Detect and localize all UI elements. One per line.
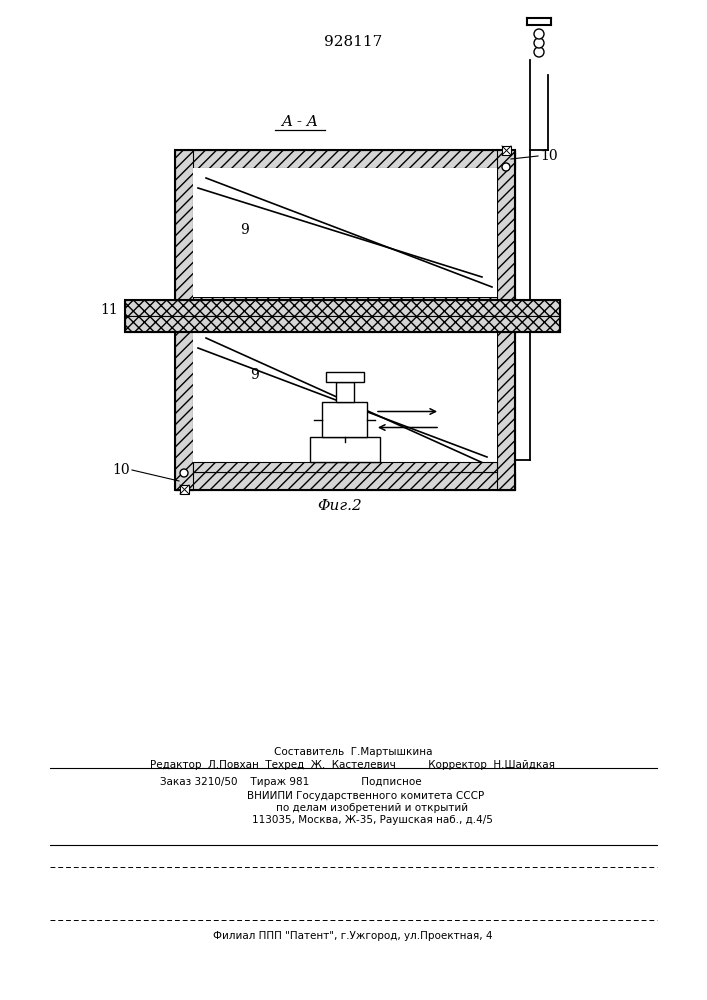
Bar — [322, 402, 368, 437]
Text: 10: 10 — [112, 463, 130, 477]
Bar — [125, 300, 560, 316]
Bar — [193, 462, 497, 472]
Circle shape — [534, 38, 544, 48]
Text: A - A: A - A — [281, 115, 318, 129]
Bar — [310, 437, 380, 462]
Text: Составитель  Г.Мартышкина: Составитель Г.Мартышкина — [274, 747, 432, 757]
Text: 928117: 928117 — [324, 35, 382, 49]
Circle shape — [534, 47, 544, 57]
Bar — [175, 472, 515, 490]
Text: 113035, Москва, Ж-35, Раушская наб., д.4/5: 113035, Москва, Ж-35, Раушская наб., д.4… — [213, 815, 493, 825]
Text: Φиг.2: Φиг.2 — [317, 499, 363, 513]
Text: 10: 10 — [540, 149, 558, 163]
Text: ВНИИПИ Государственного комитета СССР: ВНИИПИ Государственного комитета СССР — [221, 791, 484, 801]
Text: 11: 11 — [100, 303, 118, 317]
Text: 9: 9 — [240, 223, 250, 237]
Bar — [193, 333, 497, 472]
Text: Заказ 3210/50    Тираж 981                Подписное: Заказ 3210/50 Тираж 981 Подписное — [160, 777, 421, 787]
Bar — [125, 300, 560, 332]
Bar — [180, 485, 189, 494]
Bar — [125, 316, 560, 332]
Bar — [497, 315, 515, 490]
Text: Филиал ППП "Патент", г.Ужгород, ул.Проектная, 4: Филиал ППП "Патент", г.Ужгород, ул.Проек… — [214, 931, 493, 941]
Bar — [175, 150, 193, 315]
Text: по делам изобретений и открытий: по делам изобретений и открытий — [238, 803, 469, 813]
Bar — [175, 315, 515, 333]
Bar — [175, 150, 515, 168]
Bar — [175, 315, 193, 490]
Text: 9: 9 — [250, 368, 259, 382]
Text: Редактор  Л.Повхан  Техред  Ж.  Кастелевич          Корректор  Н.Шайдкая: Редактор Л.Повхан Техред Ж. Кастелевич К… — [151, 760, 556, 770]
Bar — [336, 382, 354, 402]
Bar — [326, 372, 364, 382]
Bar — [193, 168, 497, 297]
Bar — [175, 150, 515, 315]
Circle shape — [502, 163, 510, 171]
Circle shape — [180, 469, 188, 477]
Bar — [497, 150, 515, 315]
Bar — [175, 297, 515, 315]
Bar — [175, 315, 515, 490]
Circle shape — [534, 29, 544, 39]
Bar — [502, 146, 511, 155]
